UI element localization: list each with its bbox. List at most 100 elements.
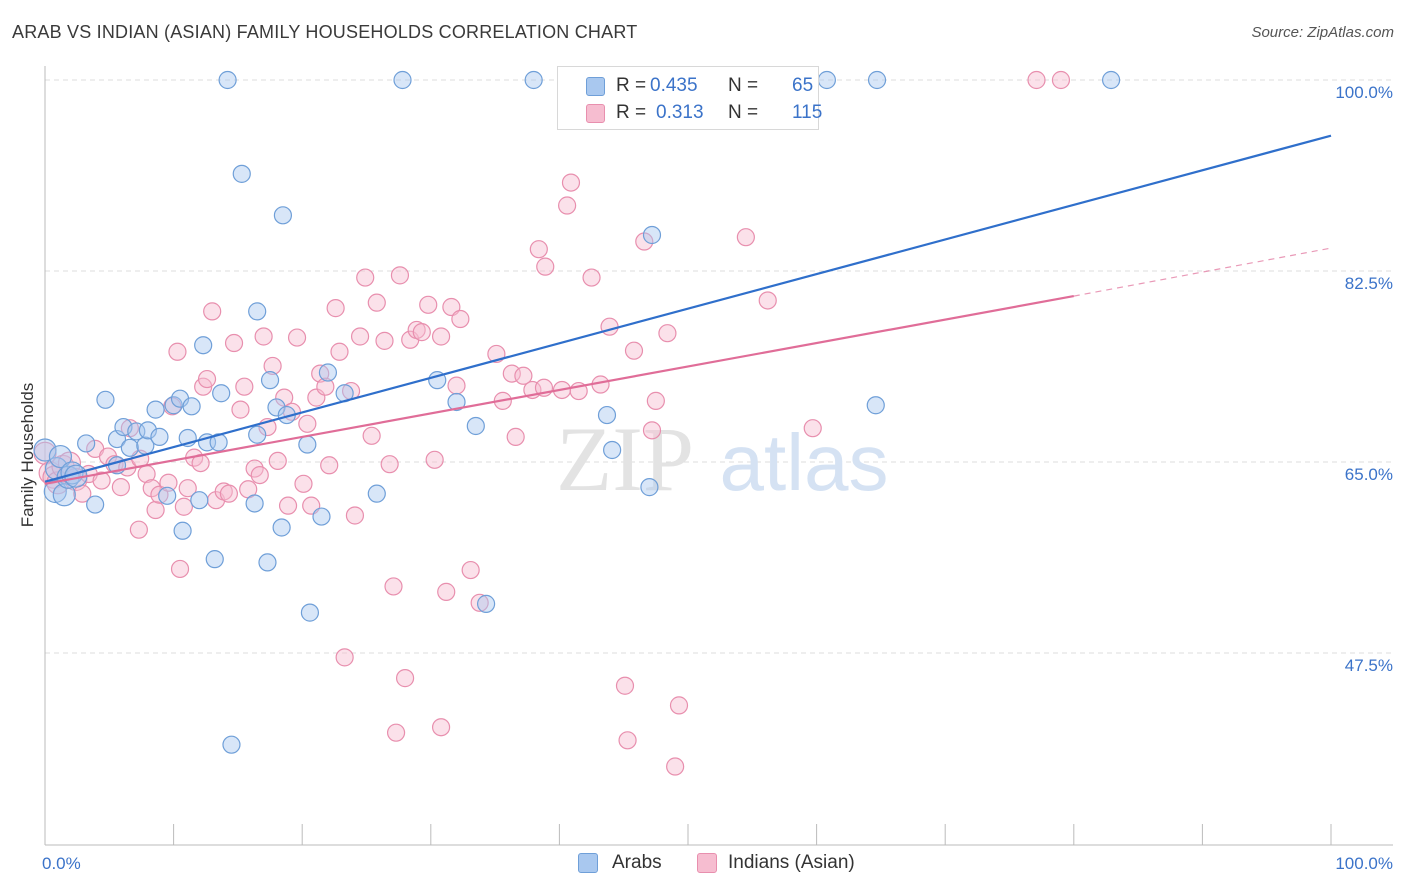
indian-point <box>224 333 244 353</box>
arab-point <box>642 225 662 245</box>
indian-point <box>618 731 637 750</box>
indian-point <box>375 331 394 350</box>
indian-point <box>536 257 555 276</box>
indian-point <box>231 400 250 419</box>
arab-point <box>367 484 386 503</box>
watermark-zip: ZIP <box>556 408 694 510</box>
indian-point <box>506 427 525 446</box>
indian-point <box>275 388 294 407</box>
indian-point <box>287 328 307 347</box>
arab-point <box>158 486 177 505</box>
indian-point <box>390 266 410 285</box>
arab-trend-line <box>44 134 1332 483</box>
chart-title: ARAB VS INDIAN (ASIAN) FAMILY HOUSEHOLDS… <box>12 22 638 42</box>
indian-point <box>146 500 165 520</box>
arab-point <box>194 336 213 355</box>
arab-point <box>138 421 157 440</box>
indian-point <box>470 593 489 612</box>
indian-point <box>582 268 601 287</box>
arab-point <box>524 70 543 90</box>
indian-point <box>624 341 644 360</box>
indian-point <box>356 268 375 287</box>
watermark-atlas: atlas <box>720 418 889 507</box>
indian-point <box>642 421 662 440</box>
indian-trend-extension <box>1073 247 1332 297</box>
indian-point <box>168 342 187 361</box>
indian-point <box>129 520 148 539</box>
arab-point <box>258 553 277 572</box>
arabs-n-value: 65 <box>792 75 814 96</box>
arab-point <box>52 483 76 507</box>
indian-point <box>419 295 438 314</box>
indian-point <box>736 228 755 247</box>
series-arabs <box>33 70 1121 754</box>
indian-point <box>111 478 130 497</box>
indian-point <box>174 497 193 516</box>
indian-point <box>330 342 349 361</box>
y-tick-label: 82.5% <box>1345 274 1393 293</box>
indian-point <box>502 364 521 383</box>
indian-point <box>600 317 619 336</box>
indians-n-value: 115 <box>792 102 823 123</box>
arab-point <box>232 164 251 183</box>
indian-point <box>558 196 577 215</box>
indian-point <box>431 327 451 346</box>
bottom-indians-label: Indians (Asian) <box>728 852 855 873</box>
arab-point <box>86 495 105 514</box>
indian-point <box>529 240 548 259</box>
arabs-r-label: R = <box>616 75 647 96</box>
arab-point <box>212 384 231 403</box>
arab-point <box>146 400 165 419</box>
source-label: Source: ZipAtlas.com <box>1251 24 1394 41</box>
arab-point <box>272 518 291 537</box>
indians-swatch <box>586 104 605 123</box>
arabs-n-label: N = <box>728 75 759 96</box>
arab-point <box>245 494 264 513</box>
indian-point <box>561 173 581 192</box>
indian-point <box>178 479 197 498</box>
arab-point <box>33 438 57 462</box>
indian-point <box>803 419 822 438</box>
arab-point <box>260 371 280 390</box>
indian-point <box>92 471 111 490</box>
indian-trend-line <box>44 295 1074 485</box>
indian-point <box>451 309 470 329</box>
y-tick-label: 47.5% <box>1345 656 1393 675</box>
arab-point <box>318 363 338 382</box>
arabs-swatch <box>586 77 605 96</box>
arab-point <box>476 594 496 613</box>
indian-point <box>159 473 178 492</box>
trend-lines <box>44 134 1332 485</box>
arab-point <box>164 396 183 415</box>
indian-point <box>335 648 354 667</box>
indian-point <box>320 456 339 475</box>
arab-point <box>867 70 887 90</box>
indian-point <box>646 391 665 410</box>
arab-point <box>248 302 267 321</box>
arab-point <box>312 507 331 526</box>
arabs-r-value: 0.435 <box>650 75 698 96</box>
arab-point <box>273 206 293 225</box>
indian-point <box>386 723 406 742</box>
x-tick-label-min: 0.0% <box>42 854 81 873</box>
indian-point <box>384 577 403 596</box>
indian-point <box>395 669 415 688</box>
indian-point <box>615 676 635 695</box>
arab-point <box>1101 70 1121 90</box>
indian-point <box>514 366 533 385</box>
indian-point <box>447 376 466 395</box>
indian-point <box>412 323 431 342</box>
indian-point <box>345 506 365 525</box>
indian-point <box>1051 70 1071 90</box>
arab-point <box>218 70 237 90</box>
arab-point <box>120 438 139 457</box>
arab-point <box>77 434 96 453</box>
arab-point <box>640 478 659 497</box>
arab-point <box>603 440 622 460</box>
arab-point <box>393 70 412 90</box>
indian-point <box>669 696 689 715</box>
indian-point <box>170 559 190 579</box>
indian-point <box>235 377 254 396</box>
arab-point <box>48 444 73 469</box>
